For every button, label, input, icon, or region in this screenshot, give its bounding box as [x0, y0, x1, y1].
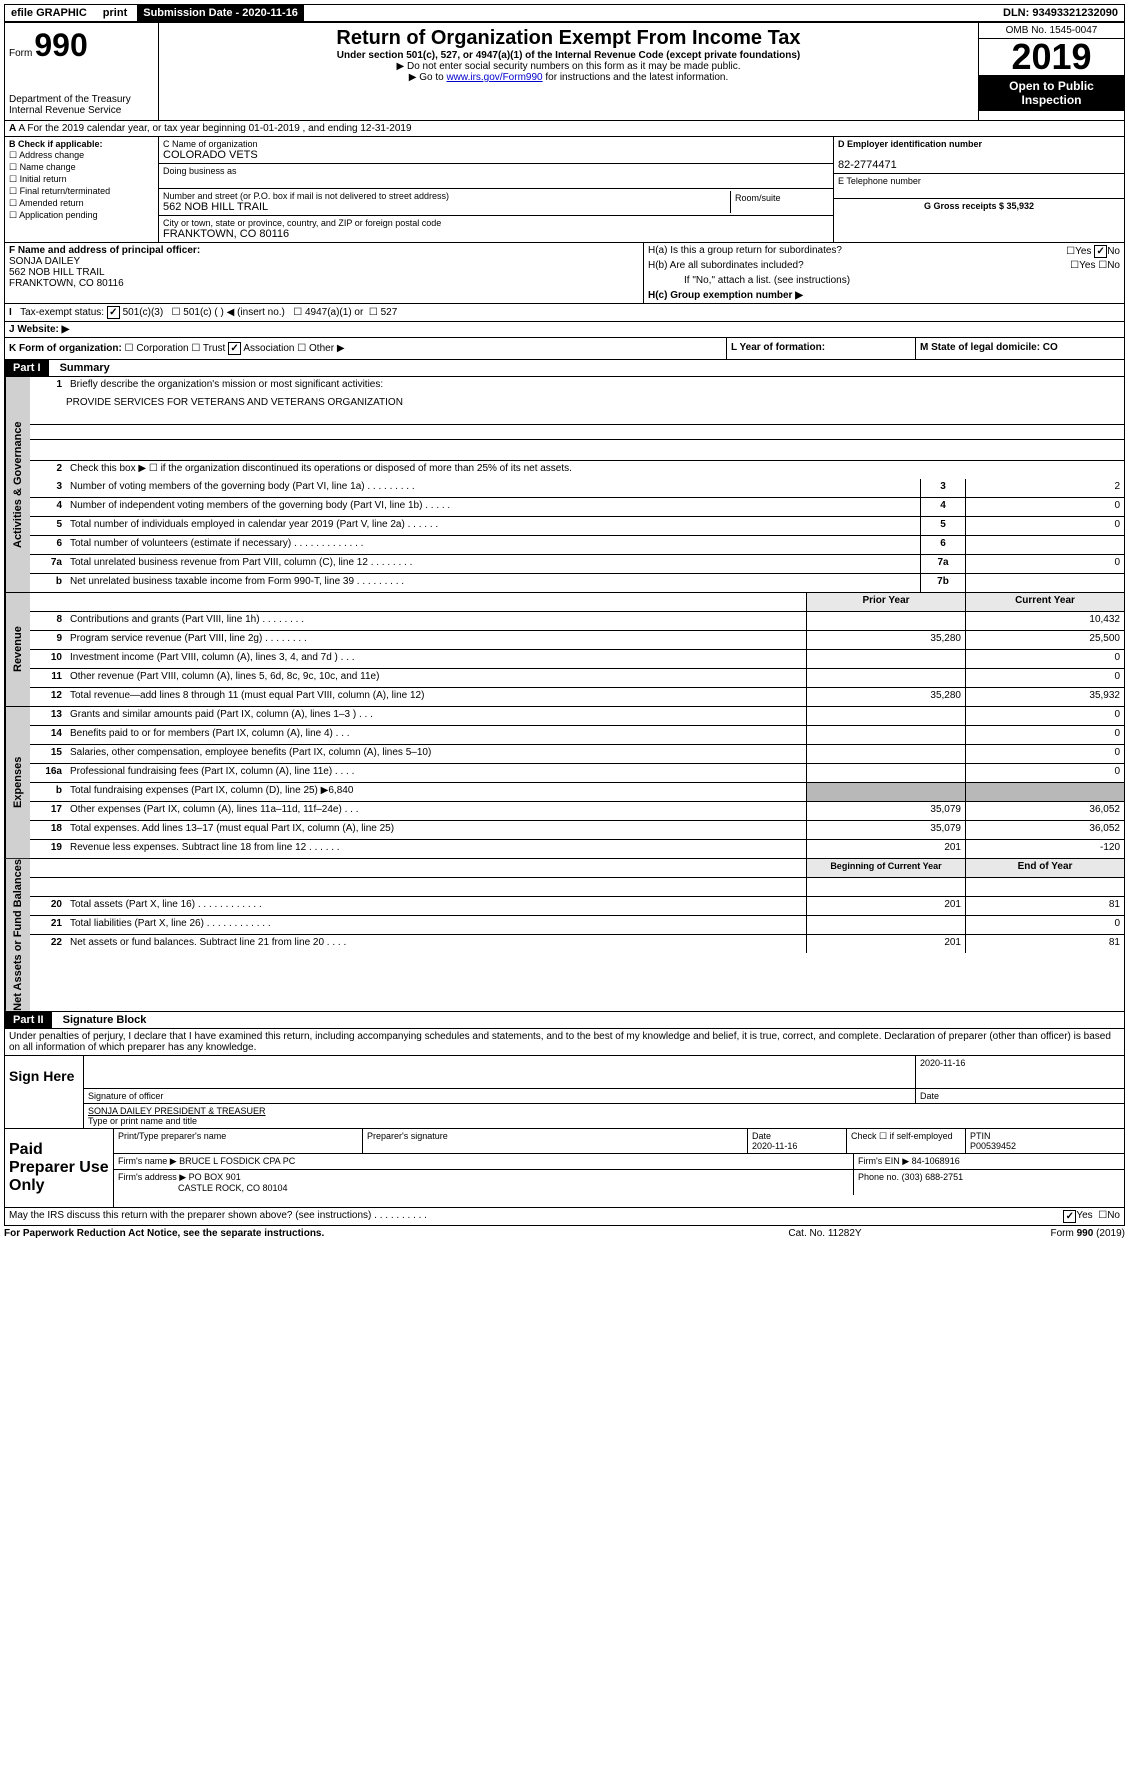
l7a-val: 0 — [965, 555, 1124, 573]
col-deg: D Employer identification number 82-2774… — [833, 137, 1124, 242]
col-b: B Check if applicable: ☐ Address change … — [5, 137, 159, 242]
ein: 82-2774471 — [838, 159, 897, 171]
l20-beg: 201 — [806, 897, 965, 915]
part1-header: Part I Summary — [4, 360, 1125, 377]
firm-name: BRUCE L FOSDICK CPA PC — [179, 1156, 295, 1166]
irs-link[interactable]: www.irs.gov/Form990 — [446, 72, 542, 83]
chk-app-pending[interactable]: ☐ Application pending — [9, 210, 154, 221]
chk-amended[interactable]: ☐ Amended return — [9, 198, 154, 209]
officer-name: SONJA DAILEY — [9, 256, 80, 267]
gross-receipts: G Gross receipts $ 35,932 — [924, 201, 1034, 211]
l17-curr: 36,052 — [965, 802, 1124, 820]
chk-initial-return[interactable]: ☐ Initial return — [9, 174, 154, 185]
row-klm: K Form of organization: ☐ Corporation ☐ … — [4, 338, 1125, 360]
row-i: I Tax-exempt status: 501(c)(3) ☐ 501(c) … — [4, 304, 1125, 322]
form-number: 990 — [34, 27, 87, 64]
form-label: Form — [9, 48, 32, 59]
row-fh: F Name and address of principal officer:… — [4, 243, 1125, 304]
side-expenses: Expenses — [5, 707, 30, 858]
department: Department of the TreasuryInternal Reven… — [9, 94, 154, 116]
firm-address: PO BOX 901 — [189, 1172, 241, 1182]
col-f: F Name and address of principal officer:… — [5, 243, 643, 303]
page-footer: For Paperwork Reduction Act Notice, see … — [4, 1226, 1125, 1241]
tax-year: 2019 — [979, 39, 1124, 75]
side-revenue: Revenue — [5, 593, 30, 706]
submission-date: Submission Date - 2020-11-16 — [137, 5, 304, 21]
l18-curr: 36,052 — [965, 821, 1124, 839]
l20-end: 81 — [965, 897, 1124, 915]
l19-curr: -120 — [965, 840, 1124, 858]
section-bcd: B Check if applicable: ☐ Address change … — [4, 137, 1125, 243]
l22-beg: 201 — [806, 935, 965, 953]
l12-curr: 35,932 — [965, 688, 1124, 706]
perjury-declaration: Under penalties of perjury, I declare th… — [4, 1029, 1125, 1056]
chk-association[interactable] — [228, 342, 241, 355]
governance-section: Activities & Governance 1 Briefly descri… — [4, 377, 1125, 593]
l4-val: 0 — [965, 498, 1124, 516]
revenue-section: Revenue Prior YearCurrent Year 8Contribu… — [4, 593, 1125, 707]
firm-ein: 84-1068916 — [912, 1156, 960, 1166]
l22-end: 81 — [965, 935, 1124, 953]
firm-phone: (303) 688-2751 — [902, 1172, 964, 1182]
side-governance: Activities & Governance — [5, 377, 30, 592]
chk-address-change[interactable]: ☐ Address change — [9, 150, 154, 161]
l8-curr: 10,432 — [965, 612, 1124, 630]
irs-discuss: May the IRS discuss this return with the… — [4, 1208, 1125, 1226]
netassets-section: Net Assets or Fund Balances Beginning of… — [4, 859, 1125, 1012]
sign-here: Sign Here 2020-11-16 Signature of office… — [4, 1056, 1125, 1129]
sign-date: 2020-11-16 — [920, 1058, 965, 1068]
l17-prior: 35,079 — [806, 802, 965, 820]
side-netassets: Net Assets or Fund Balances — [5, 859, 30, 1011]
street-address: 562 NOB HILL TRAIL — [163, 201, 268, 213]
l19-prior: 201 — [806, 840, 965, 858]
expenses-section: Expenses 13Grants and similar amounts pa… — [4, 707, 1125, 859]
l5-val: 0 — [965, 517, 1124, 535]
irs-yes-check[interactable] — [1063, 1210, 1076, 1223]
l3-val: 2 — [965, 479, 1124, 497]
l9-curr: 25,500 — [965, 631, 1124, 649]
officer-signature-name: SONJA DAILEY PRESIDENT & TREASUER — [88, 1106, 266, 1116]
mission-text: PROVIDE SERVICES FOR VETERANS AND VETERA… — [30, 395, 1124, 410]
chk-name-change[interactable]: ☐ Name change — [9, 162, 154, 173]
efile-label[interactable]: efile GRAPHIC — [5, 5, 93, 21]
note-ssn: ▶ Do not enter social security numbers o… — [163, 61, 974, 72]
l9-prior: 35,280 — [806, 631, 965, 649]
row-a: A A For the 2019 calendar year, or tax y… — [4, 121, 1125, 137]
chk-final-return[interactable]: ☐ Final return/terminated — [9, 186, 154, 197]
col-c: C Name of organization COLORADO VETS Doi… — [159, 137, 833, 242]
l18-prior: 35,079 — [806, 821, 965, 839]
note-link: ▶ Go to www.irs.gov/Form990 for instruct… — [163, 72, 974, 83]
print-button[interactable]: print — [97, 5, 133, 21]
part2-header: Part II Signature Block — [4, 1012, 1125, 1029]
row-j: J Website: ▶ — [4, 322, 1125, 338]
ha-no-check[interactable] — [1094, 245, 1107, 258]
state-domicile: M State of legal domicile: CO — [920, 342, 1058, 353]
ptin: P00539452 — [970, 1141, 1016, 1151]
prep-date: 2020-11-16 — [752, 1141, 797, 1151]
open-public: Open to Public Inspection — [979, 75, 1124, 111]
chk-501c3[interactable] — [107, 306, 120, 319]
paid-preparer: Paid Preparer Use Only Print/Type prepar… — [4, 1129, 1125, 1208]
l12-prior: 35,280 — [806, 688, 965, 706]
form-header: Form 990 Department of the TreasuryInter… — [4, 22, 1125, 121]
city-state-zip: FRANKTOWN, CO 80116 — [163, 228, 289, 240]
subtitle: Under section 501(c), 527, or 4947(a)(1)… — [163, 50, 974, 61]
org-name: COLORADO VETS — [163, 149, 258, 161]
dln: DLN: 93493321232090 — [997, 5, 1124, 21]
col-h: H(a) Is this a group return for subordin… — [643, 243, 1124, 303]
main-title: Return of Organization Exempt From Incom… — [163, 27, 974, 50]
top-bar: efile GRAPHIC print Submission Date - 20… — [4, 4, 1125, 22]
